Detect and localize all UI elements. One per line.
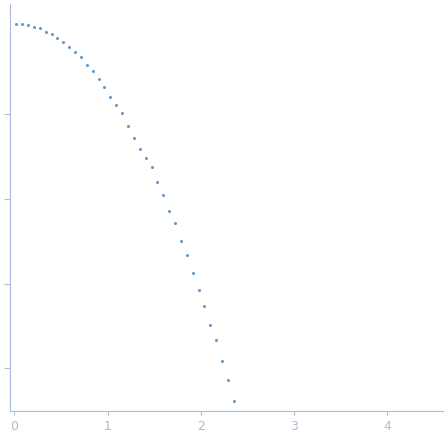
Point xyxy=(230,398,237,405)
Point xyxy=(172,220,179,227)
Point xyxy=(77,54,84,61)
Point xyxy=(183,252,190,259)
Point xyxy=(131,134,138,141)
Point xyxy=(124,122,131,129)
Point xyxy=(160,191,167,198)
Point xyxy=(60,39,67,46)
Point xyxy=(136,146,143,153)
Point xyxy=(224,376,232,383)
Point xyxy=(101,83,108,90)
Point xyxy=(142,155,149,162)
Point xyxy=(18,21,25,28)
Point xyxy=(25,22,32,29)
Point xyxy=(107,94,114,101)
Point xyxy=(219,357,226,364)
Point xyxy=(195,287,202,294)
Point xyxy=(113,101,120,108)
Point xyxy=(72,49,79,55)
Point xyxy=(30,23,38,30)
Point xyxy=(236,415,243,422)
Point xyxy=(189,269,196,276)
Point xyxy=(89,67,96,74)
Point xyxy=(166,208,173,215)
Point xyxy=(13,20,20,27)
Point xyxy=(83,62,90,69)
Point xyxy=(95,76,102,83)
Point xyxy=(213,336,220,343)
Point xyxy=(177,238,185,245)
Point xyxy=(207,322,214,329)
Point xyxy=(48,31,55,38)
Point xyxy=(201,302,208,309)
Point xyxy=(42,28,49,35)
Point xyxy=(154,179,161,186)
Point xyxy=(118,109,126,116)
Point xyxy=(148,164,155,171)
Point xyxy=(66,44,73,51)
Point xyxy=(54,35,61,42)
Point xyxy=(36,25,43,32)
